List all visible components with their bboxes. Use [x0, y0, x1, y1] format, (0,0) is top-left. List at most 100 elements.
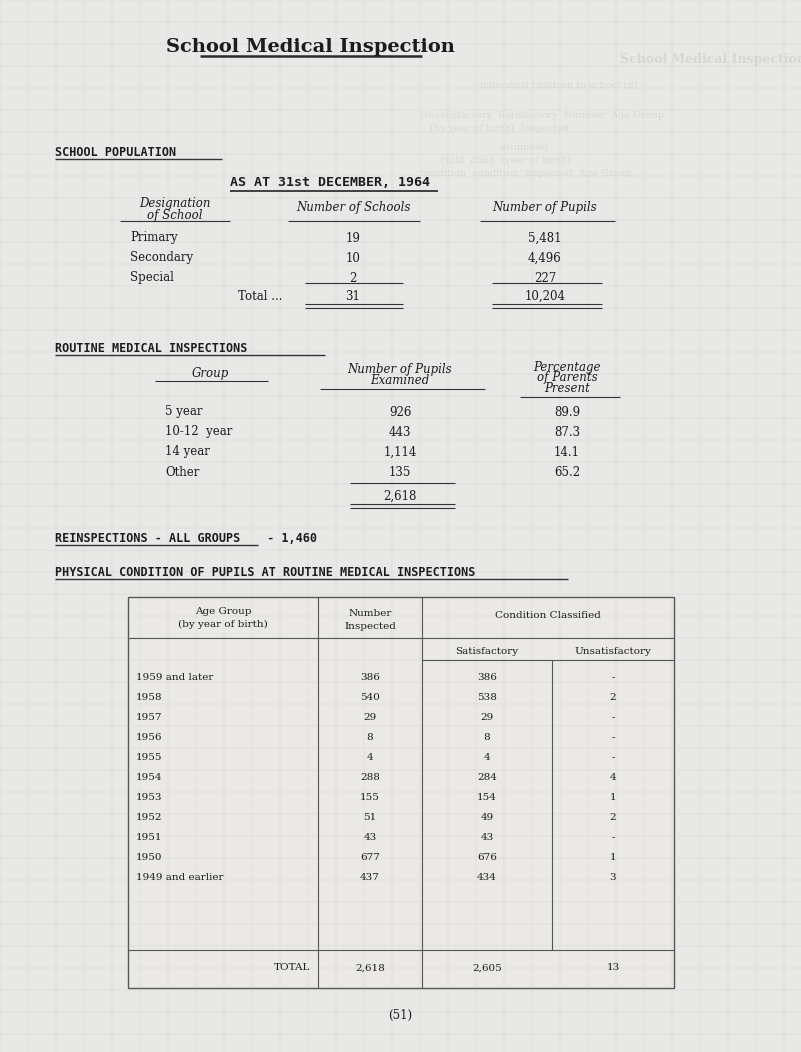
Text: 31: 31 [345, 289, 360, 303]
Text: SCHOOL POPULATION: SCHOOL POPULATION [55, 145, 176, 159]
Text: 434: 434 [477, 873, 497, 883]
Text: 1956: 1956 [136, 733, 163, 743]
Text: 43: 43 [364, 833, 376, 843]
Text: 8: 8 [367, 733, 373, 743]
Text: 49: 49 [481, 813, 493, 823]
Text: 677: 677 [360, 853, 380, 863]
Text: -: - [611, 713, 614, 723]
Text: 5,481: 5,481 [528, 231, 562, 244]
Text: 8: 8 [484, 733, 490, 743]
Text: 2,618: 2,618 [384, 489, 417, 503]
Text: Condition Classified: Condition Classified [495, 610, 601, 620]
Text: Percentage: Percentage [533, 361, 601, 373]
Text: 386: 386 [360, 673, 380, 683]
Text: 386: 386 [477, 673, 497, 683]
Text: 10: 10 [345, 251, 360, 264]
Text: 65.2: 65.2 [554, 465, 580, 479]
Text: School Medical Inspection: School Medical Inspection [166, 38, 454, 56]
Text: 155: 155 [360, 793, 380, 803]
Text: - 1,460: - 1,460 [260, 531, 317, 545]
Text: 2: 2 [349, 271, 356, 284]
Text: Unsatisfactory: Unsatisfactory [574, 647, 651, 656]
Text: 14 year: 14 year [165, 445, 210, 459]
Text: 227: 227 [534, 271, 556, 284]
Text: 1959 and later: 1959 and later [136, 673, 213, 683]
Text: AS AT 31st DECEMBER, 1964: AS AT 31st DECEMBER, 1964 [230, 177, 430, 189]
Bar [128, 596, 674, 988]
Text: 89.9: 89.9 [554, 405, 580, 419]
Text: 14.1: 14.1 [554, 445, 580, 459]
Text: -: - [611, 673, 614, 683]
Text: 5 year: 5 year [165, 405, 203, 419]
Text: -: - [611, 753, 614, 763]
Text: child  child  (year of birth): child child (year of birth) [440, 156, 570, 164]
Text: 437: 437 [360, 873, 380, 883]
Text: 1: 1 [610, 853, 616, 863]
Text: 1: 1 [610, 793, 616, 803]
Text: 1958: 1958 [136, 693, 163, 703]
Text: 4: 4 [367, 753, 373, 763]
Text: 154: 154 [477, 793, 497, 803]
Text: Primary: Primary [130, 231, 178, 244]
Text: REINSPECTIONS - ALL GROUPS: REINSPECTIONS - ALL GROUPS [55, 531, 240, 545]
Text: 1953: 1953 [136, 793, 163, 803]
Text: 676: 676 [477, 853, 497, 863]
Text: Number of Pupils: Number of Pupils [493, 201, 598, 214]
Text: 1952: 1952 [136, 813, 163, 823]
Text: 926: 926 [388, 405, 411, 419]
Text: Secondary: Secondary [130, 251, 193, 264]
Text: 29: 29 [364, 713, 376, 723]
Text: 4: 4 [484, 753, 490, 763]
Text: (by year of birth)  Inspected: (by year of birth) Inspected [430, 123, 570, 133]
Text: 51: 51 [364, 813, 376, 823]
Text: 4: 4 [610, 773, 616, 783]
Text: Special: Special [130, 271, 174, 284]
Text: 1955: 1955 [136, 753, 163, 763]
Text: 43: 43 [481, 833, 493, 843]
Text: individual children to school (g): individual children to school (g) [480, 80, 638, 89]
Text: 1,114: 1,114 [384, 445, 417, 459]
Text: 4,496: 4,496 [528, 251, 562, 264]
Text: 1951: 1951 [136, 833, 163, 843]
Text: Designation: Designation [139, 198, 211, 210]
Text: 284: 284 [477, 773, 497, 783]
Text: 540: 540 [360, 693, 380, 703]
Text: of Parents: of Parents [537, 371, 598, 384]
Text: -: - [611, 733, 614, 743]
Text: School Medical Inspection: School Medical Inspection [620, 54, 801, 66]
Text: condition  condition  inspected  Age Group: condition condition inspected Age Group [420, 168, 632, 178]
Text: Satisfactory: Satisfactory [456, 647, 518, 656]
Text: 538: 538 [477, 693, 497, 703]
Text: estimated: estimated [500, 143, 549, 153]
Text: Number of Pupils: Number of Pupils [348, 363, 453, 376]
Text: PHYSICAL CONDITION OF PUPILS AT ROUTINE MEDICAL INSPECTIONS: PHYSICAL CONDITION OF PUPILS AT ROUTINE … [55, 566, 475, 579]
Text: Present: Present [544, 383, 590, 396]
Text: Other: Other [165, 465, 199, 479]
Text: ROUTINE MEDICAL INSPECTIONS: ROUTINE MEDICAL INSPECTIONS [55, 342, 248, 355]
Text: 135: 135 [388, 465, 411, 479]
Text: Age Group
(by year of birth): Age Group (by year of birth) [178, 607, 268, 629]
Text: 13: 13 [606, 964, 620, 972]
Text: 443: 443 [388, 425, 411, 439]
Text: 10-12  year: 10-12 year [165, 425, 232, 439]
Text: 2,618: 2,618 [355, 964, 384, 972]
Text: of School: of School [147, 208, 203, 222]
Text: 1954: 1954 [136, 773, 163, 783]
Text: 87.3: 87.3 [554, 425, 580, 439]
Text: TOTAL: TOTAL [274, 964, 310, 972]
Text: -: - [611, 833, 614, 843]
Text: 1949 and earlier: 1949 and earlier [136, 873, 223, 883]
Text: 1950: 1950 [136, 853, 163, 863]
Text: 2: 2 [610, 693, 616, 703]
Text: 2: 2 [610, 813, 616, 823]
Text: 2,605: 2,605 [472, 964, 502, 972]
Text: 29: 29 [481, 713, 493, 723]
Text: 1957: 1957 [136, 713, 163, 723]
Text: 10,204: 10,204 [525, 289, 566, 303]
Text: 288: 288 [360, 773, 380, 783]
Text: Examined: Examined [370, 375, 429, 387]
Text: Total ...: Total ... [238, 289, 282, 303]
Text: Unsatisfactory  Satisfactory  Number  Age Group: Unsatisfactory Satisfactory Number Age G… [420, 110, 664, 120]
Text: Number
Inspected: Number Inspected [344, 609, 396, 631]
Text: Group: Group [191, 367, 228, 381]
